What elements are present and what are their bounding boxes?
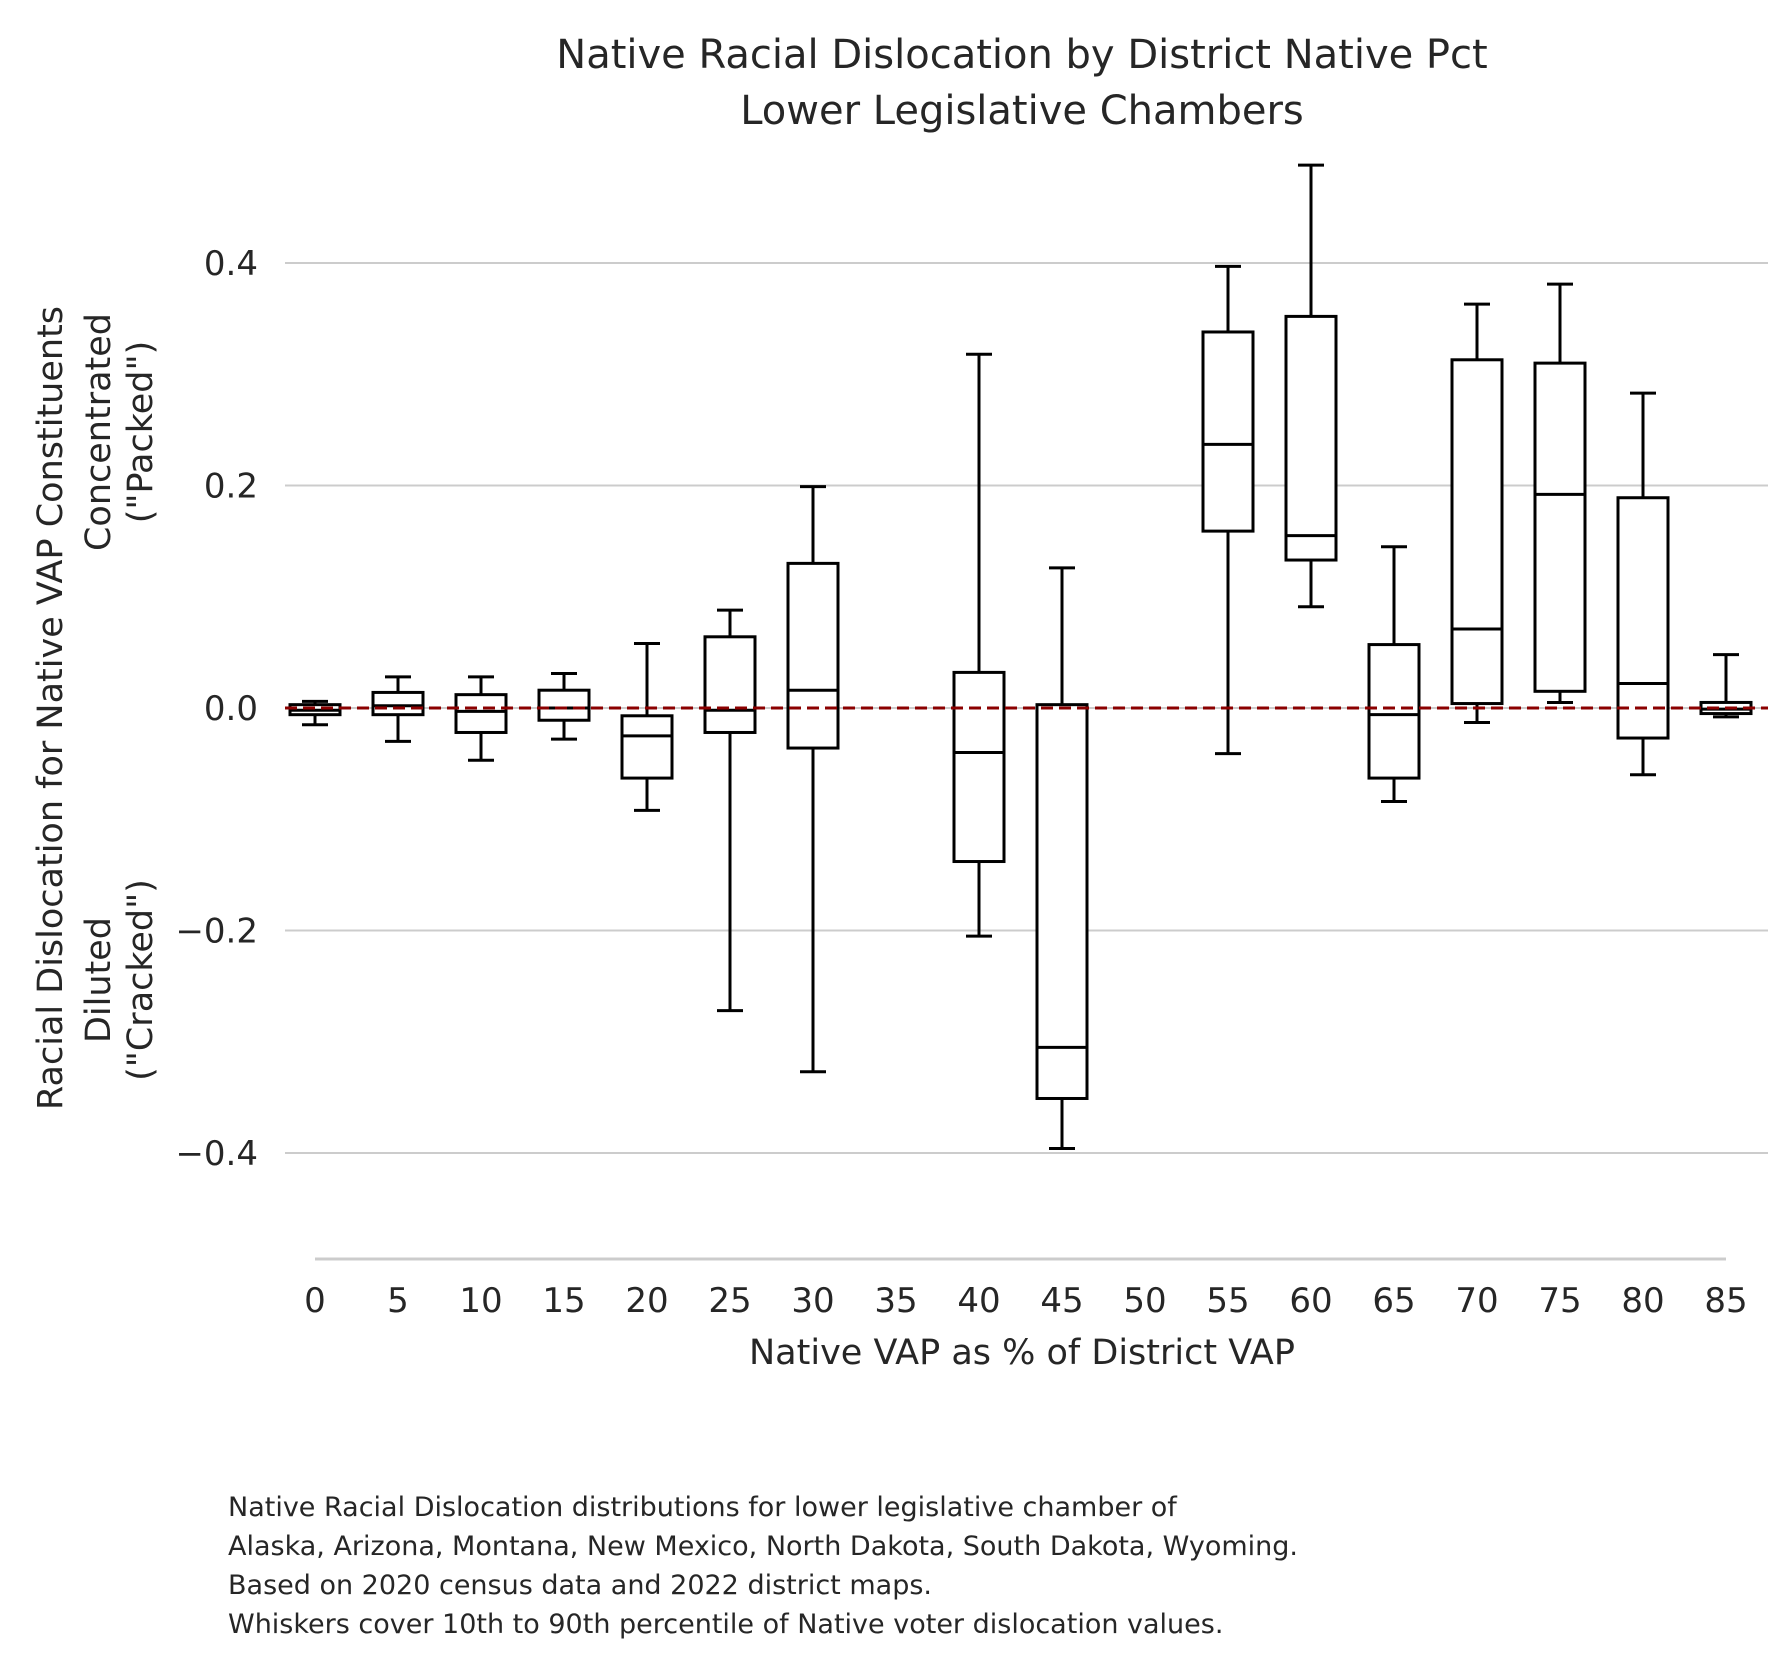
chart-title-line-2: Lower Legislative Chambers (740, 88, 1304, 134)
box-30 (786, 485, 840, 1074)
y-axis-label-concentrated: Concentrated ("Packed") (79, 313, 161, 551)
box-75 (1533, 282, 1587, 704)
box-60 (1284, 163, 1338, 609)
x-tick-labels: 0 5 10 15 20 25 30 35 40 45 50 55 60 65 70 75 80 85 (304, 1281, 1747, 1321)
y-tick-label: −0.2 (175, 912, 258, 952)
iqr-box (454, 693, 508, 734)
x-tick-label: 70 (1455, 1281, 1498, 1321)
iqr-box (1450, 358, 1504, 706)
caption-line-2: Alaska, Arizona, Montana, New Mexico, No… (228, 1531, 1298, 1562)
x-tick-label: 65 (1372, 1281, 1415, 1321)
y-tick-label: 0.2 (204, 467, 258, 507)
x-tick-label: 60 (1289, 1281, 1332, 1321)
y-tick-labels: 0.4 0.2 0.0 −0.2 −0.4 (175, 244, 258, 1174)
box-80 (1616, 391, 1670, 777)
x-tick-label: 5 (387, 1281, 409, 1321)
y-axis-label-packed: ("Packed") (121, 341, 161, 524)
y-tick-label: 0.0 (204, 689, 258, 729)
box-65 (1367, 545, 1421, 803)
x-tick-label: 20 (625, 1281, 668, 1321)
iqr-box (786, 561, 840, 750)
iqr-box (1201, 330, 1255, 533)
x-tick-label: 45 (1040, 1281, 1083, 1321)
x-tick-label: 85 (1704, 1281, 1747, 1321)
y-axis-label-diluted-word: Diluted (79, 917, 119, 1043)
iqr-box (371, 690, 425, 717)
box-25 (703, 608, 757, 1013)
y-axis-label-line-1: Racial Dislocation for Native VAP Consti… (31, 306, 71, 1110)
box-0 (288, 699, 342, 727)
box-10 (454, 675, 508, 762)
box-15 (537, 672, 591, 741)
box-70 (1450, 302, 1504, 724)
caption-line-4: Whiskers cover 10th to 90th percentile o… (228, 1609, 1224, 1640)
x-tick-label: 80 (1621, 1281, 1664, 1321)
box-40 (952, 352, 1006, 938)
box-series (288, 163, 1753, 1151)
y-axis-label: Racial Dislocation for Native VAP Consti… (31, 306, 71, 1110)
x-tick-label: 15 (542, 1281, 585, 1321)
box-20 (620, 641, 674, 812)
x-tick-label: 30 (791, 1281, 834, 1321)
iqr-box (1035, 703, 1089, 1100)
iqr-box (620, 714, 674, 780)
y-tick-label: 0.4 (204, 244, 258, 284)
iqr-box (952, 670, 1006, 864)
chart-caption: Native Racial Dislocation distributions … (228, 1488, 1298, 1644)
iqr-box (537, 688, 591, 722)
box-45 (1035, 566, 1089, 1151)
x-tick-label: 35 (874, 1281, 917, 1321)
y-tick-label: −0.4 (175, 1134, 258, 1174)
x-axis-label: Native VAP as % of District VAP (749, 1333, 1295, 1373)
y-axis-label-concentrated-word: Concentrated (79, 313, 119, 551)
x-tick-label: 75 (1538, 1281, 1581, 1321)
x-tick-label: 25 (708, 1281, 751, 1321)
x-tick-label: 0 (304, 1281, 326, 1321)
y-axis-label-cracked: ("Cracked") (121, 879, 161, 1081)
x-tick-label: 50 (1123, 1281, 1166, 1321)
chart-title-line-1: Native Racial Dislocation by District Na… (556, 32, 1487, 78)
x-tick-label: 10 (459, 1281, 502, 1321)
x-tick-label: 55 (1206, 1281, 1249, 1321)
caption-line-1: Native Racial Dislocation distributions … (228, 1492, 1177, 1523)
y-axis-label-diluted: Diluted ("Cracked") (79, 879, 161, 1081)
iqr-box (1284, 314, 1338, 562)
box-plot-chart: Native Racial Dislocation by District Na… (31, 32, 1768, 1373)
caption-line-3: Based on 2020 census data and 2022 distr… (228, 1570, 932, 1601)
iqr-box (1616, 496, 1670, 740)
iqr-box (1367, 643, 1421, 780)
box-55 (1201, 264, 1255, 756)
iqr-box (1533, 361, 1587, 693)
x-tick-label: 40 (957, 1281, 1000, 1321)
iqr-box (703, 635, 757, 734)
